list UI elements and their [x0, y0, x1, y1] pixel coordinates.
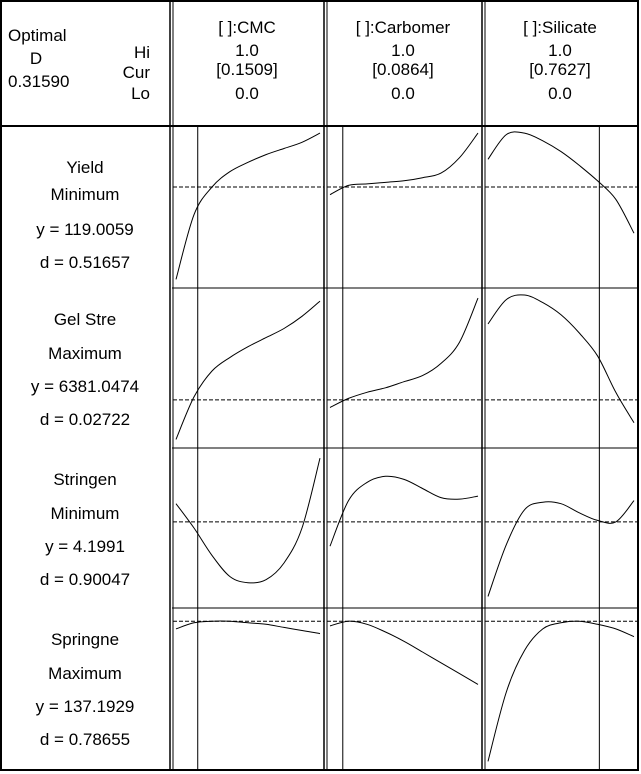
response-curve	[175, 457, 321, 584]
factor-name: [ ]:Silicate	[523, 18, 597, 37]
factor-lo: 0.0	[235, 84, 259, 103]
response-curve	[329, 475, 479, 547]
factor-hi: 1.0	[391, 41, 415, 60]
response-curve	[487, 294, 635, 423]
response-curve	[329, 132, 479, 196]
response-y-value: y = 119.0059	[36, 220, 134, 239]
factor-hi: 1.0	[235, 41, 259, 60]
factor-lo: 0.0	[391, 84, 415, 103]
response-y-value: y = 137.1929	[35, 697, 135, 716]
response-curve	[487, 131, 635, 234]
response-name: Yield	[66, 158, 104, 177]
response-curve	[487, 620, 635, 762]
factor-current: [0.1509]	[216, 60, 278, 79]
response-goal: Maximum	[48, 664, 122, 683]
response-goal: Minimum	[50, 504, 120, 523]
factor-current: [0.0864]	[372, 60, 434, 79]
response-curve	[329, 297, 479, 408]
response-d-value: d = 0.51657	[39, 253, 131, 272]
response-goal: Maximum	[48, 344, 122, 363]
factor-name: [ ]:CMC	[218, 18, 276, 37]
optimal-d-value: 0.31590	[8, 72, 70, 91]
response-curve	[175, 300, 321, 440]
factor-hi: 1.0	[548, 41, 572, 60]
optimal-label: Optimal	[8, 26, 67, 45]
response-y-value: y = 4.1991	[45, 537, 125, 556]
factor-current: [0.7627]	[529, 60, 591, 79]
factor-name: [ ]:Carbomer	[355, 18, 451, 37]
hi-label: Hi	[133, 43, 150, 62]
response-curve	[329, 620, 479, 685]
d-label: D	[29, 49, 43, 68]
response-d-value: d = 0.78655	[39, 730, 131, 749]
response-y-value: y = 6381.0474	[30, 377, 140, 396]
cur-label: Cur	[122, 63, 150, 82]
response-d-value: d = 0.90047	[39, 570, 131, 589]
response-curve	[487, 500, 635, 597]
response-goal: Minimum	[50, 185, 120, 204]
lo-label: Lo	[131, 84, 150, 103]
response-name: Gel Stre	[53, 310, 117, 329]
response-d-value: d = 0.02722	[39, 410, 131, 429]
response-name: Stringen	[53, 470, 117, 489]
response-curve	[175, 620, 321, 635]
factor-lo: 0.0	[548, 84, 572, 103]
response-name: Springne	[50, 630, 120, 649]
response-curve	[175, 132, 321, 280]
